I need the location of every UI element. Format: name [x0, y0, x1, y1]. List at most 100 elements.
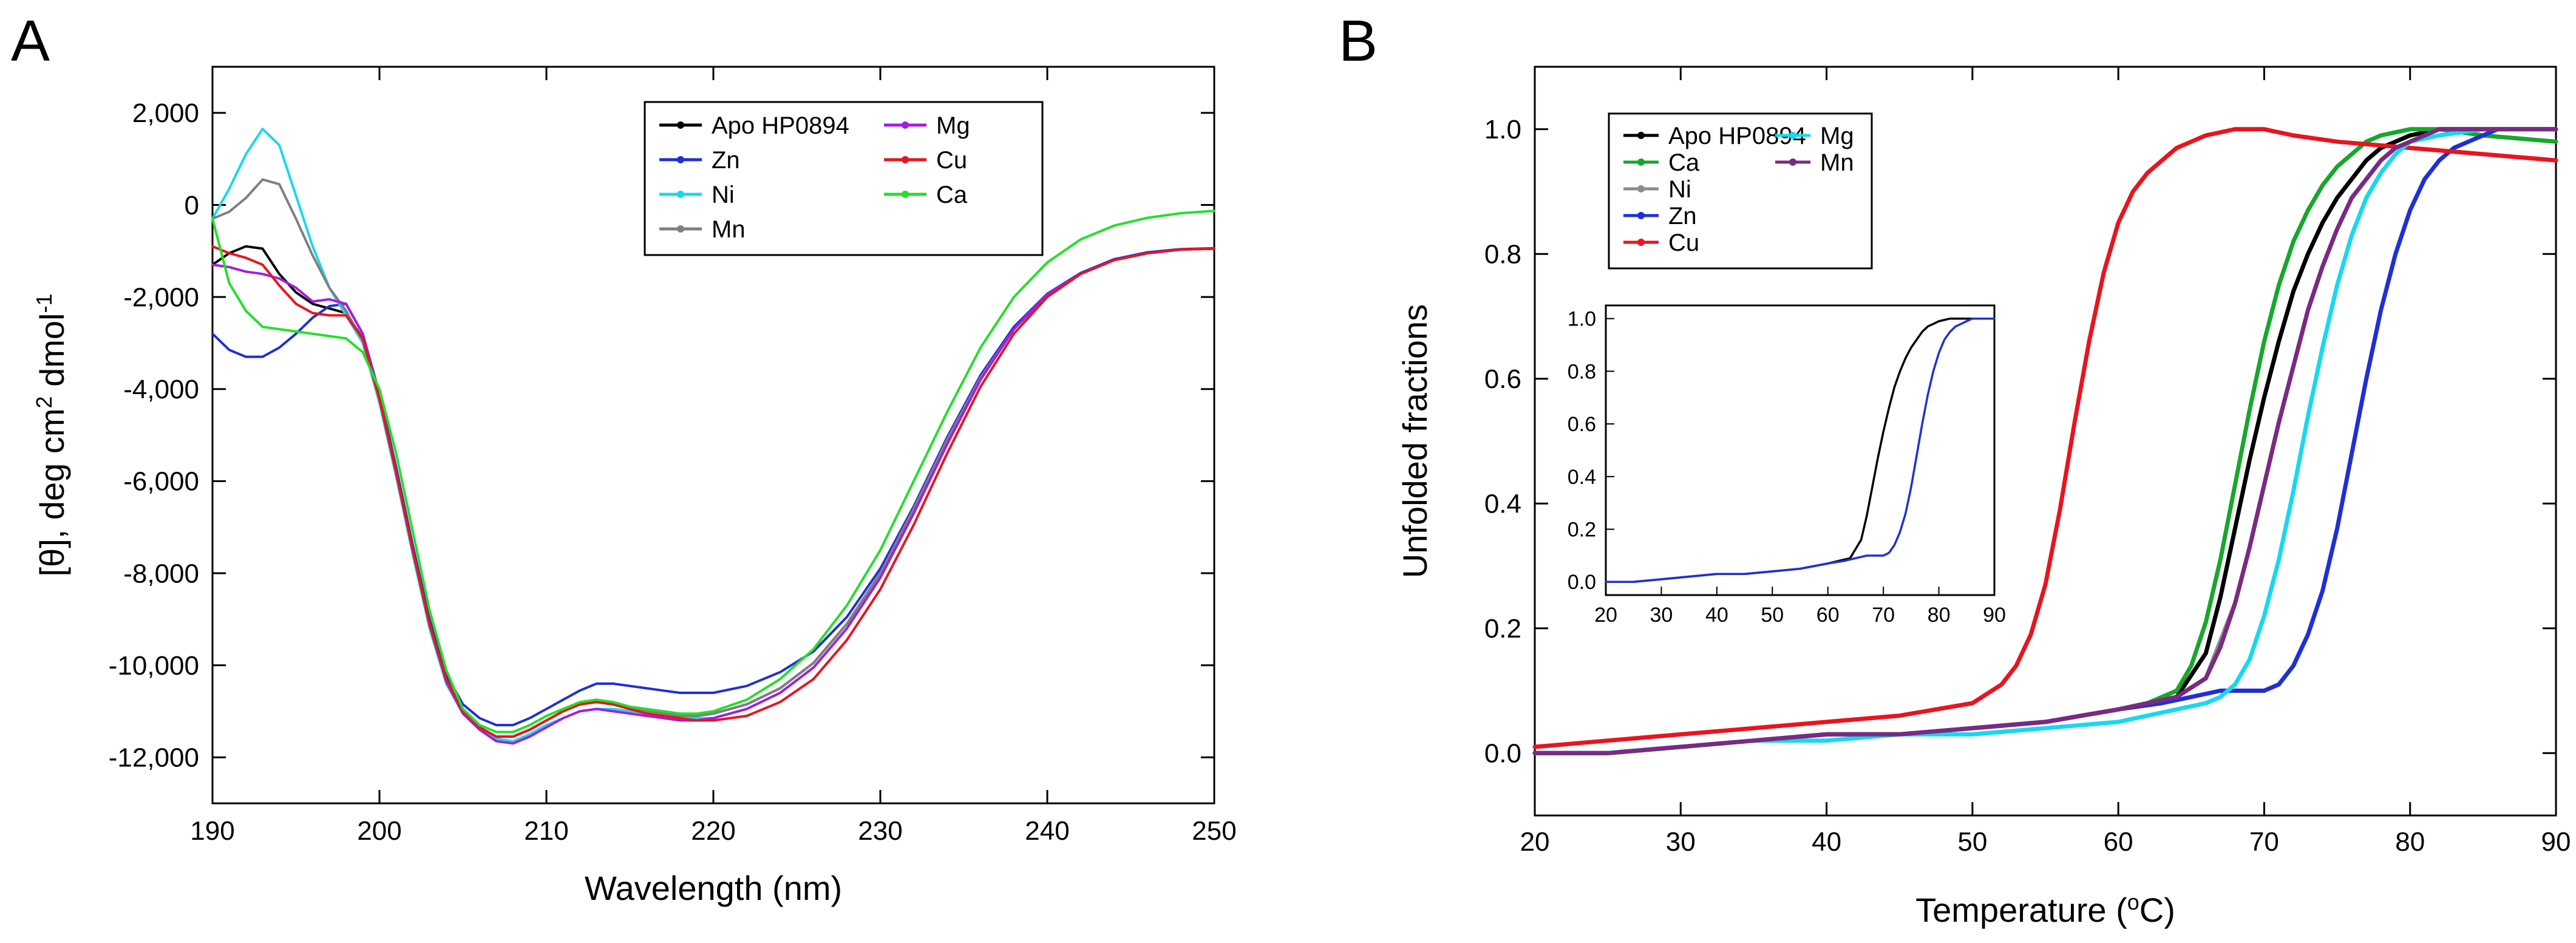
- inset-x-tick-label: 60: [1816, 604, 1840, 627]
- a-legend-label-ni: Ni: [712, 182, 735, 208]
- b-legend-marker-apo-hp0894: [1637, 132, 1645, 139]
- a-series-mn-line: [211, 178, 1215, 738]
- inset-background: [1606, 305, 1994, 595]
- inset-y-tick-label: 0.0: [1568, 571, 1596, 594]
- b-legend-label-zn: Zn: [1668, 203, 1697, 230]
- b-plot-frame: [1534, 66, 2557, 817]
- a-y-tick-label: -10,000: [109, 651, 199, 681]
- a-legend-label-mn: Mn: [712, 216, 746, 243]
- b-legend-label-ni: Ni: [1668, 176, 1691, 203]
- a-legend-label-cu: Cu: [936, 147, 967, 174]
- b-y-tick-label: 0.8: [1484, 240, 1521, 270]
- b-series-mn-line: [1532, 127, 2558, 755]
- inset-x-tick-label: 50: [1761, 604, 1784, 627]
- a-x-axis-title: Wavelength (nm): [585, 869, 842, 907]
- a-x-tick-label: 190: [190, 816, 234, 846]
- a-series-mg-line: [211, 247, 1215, 745]
- a-y-tick-label: -12,000: [109, 743, 199, 773]
- b-x-axis-title-part: Temperature (: [1915, 891, 2127, 929]
- b-y-tick-label: 0.2: [1484, 614, 1521, 644]
- a-series-zn-line: [211, 247, 1215, 727]
- chart-b-thermal-unfolding: 20 30 40 50 60 70 80 900.00.20.40.60.81.0 Apo HP…: [1396, 66, 2571, 930]
- inset-y-tick-label: 0.8: [1568, 360, 1596, 383]
- inset-y-tick-label: 0.4: [1568, 466, 1596, 489]
- a-y-axis-title-part: -1: [32, 293, 56, 313]
- a-legend-marker-ca: [902, 191, 909, 198]
- a-y-tick-label: 0: [185, 191, 199, 220]
- b-x-tick-label: 30: [1666, 827, 1696, 857]
- a-legend-marker-mg: [902, 121, 909, 129]
- chart-b-inset: 20 30 40 50 60 70 80 90 0.0 0.2 0.4 0.6 0.8 1.0: [1568, 304, 2006, 627]
- a-legend-marker-mn: [677, 225, 684, 233]
- chart-a-cd-spectra: 190 200 210 220 230 240 250 2,000 0 -2,000 -4,000 -…: [32, 66, 1237, 907]
- b-legend-marker-zn: [1637, 212, 1645, 219]
- a-legend-marker-zn: [677, 156, 684, 163]
- inset-x-tick-label: 40: [1705, 604, 1728, 627]
- a-y-tick-label: -2,000: [123, 282, 199, 312]
- b-legend-marker-ca: [1637, 158, 1645, 166]
- b-x-axis-title: Temperature (oC): [1915, 890, 2175, 930]
- a-x-tick-label: 250: [1192, 816, 1236, 846]
- a-x-tick-label: 230: [858, 816, 902, 846]
- inset-x-tick-label: 30: [1650, 604, 1673, 627]
- a-x-tick-label: 200: [357, 816, 401, 846]
- b-legend-marker-ni: [1637, 185, 1645, 192]
- a-legend-label-mg: Mg: [936, 112, 970, 139]
- b-legend-marker-mg: [1789, 132, 1796, 139]
- panel-a-label: A: [11, 9, 50, 73]
- a-legend-box: [644, 101, 1044, 256]
- a-legend-label-zn: Zn: [712, 147, 740, 174]
- inset-x-tick-label: 70: [1872, 604, 1895, 627]
- a-legend-marker-ni: [677, 191, 684, 198]
- a-y-tick-label: -4,000: [123, 375, 199, 404]
- a-legend-label-apo-hp0894: Apo HP0894: [712, 112, 849, 139]
- inset-x-tick-label: 20: [1594, 604, 1617, 627]
- a-y-axis-title-part: [θ], deg cm: [33, 408, 71, 576]
- a-y-tick-label: -8,000: [123, 559, 199, 588]
- a-legend-label-ca: Ca: [936, 182, 968, 208]
- inset-y-tick-label: 0.6: [1568, 413, 1596, 436]
- inset-series-series-2-line: [1605, 317, 1996, 584]
- b-y-tick-label: 1.0: [1484, 115, 1521, 145]
- a-y-axis-title-part: 2: [32, 396, 56, 408]
- b-x-tick-label: 40: [1812, 827, 1841, 857]
- inset-x-tick-label: 80: [1928, 604, 1951, 627]
- inset-x-tick-label: 90: [1983, 604, 2006, 627]
- a-series-apo-hp0894-line: [211, 245, 1215, 738]
- a-series-cu-line: [211, 245, 1215, 738]
- a-y-tick-label: 2,000: [132, 98, 199, 128]
- b-x-axis-title-part: o: [2127, 890, 2139, 914]
- inset-y-tick-label: 1.0: [1568, 308, 1596, 331]
- b-x-tick-label: 60: [2104, 827, 2133, 857]
- b-legend-label-mn: Mn: [1820, 149, 1854, 176]
- b-series-cu-line: [1532, 127, 2558, 749]
- b-legend-label-ca: Ca: [1668, 149, 1700, 176]
- panel-b-label: B: [1339, 9, 1378, 73]
- b-x-tick-label: 80: [2395, 827, 2425, 857]
- b-y-tick-label: 0.4: [1484, 489, 1521, 519]
- a-y-axis-title-part: dmol: [33, 313, 71, 397]
- b-x-axis-title-part: C): [2139, 891, 2175, 929]
- a-legend-marker-cu: [902, 156, 909, 163]
- b-x-tick-label: 50: [1957, 827, 1987, 857]
- b-x-tick-label: 70: [2249, 827, 2279, 857]
- b-x-tick-label: 90: [2541, 827, 2571, 857]
- b-x-tick-label: 20: [1520, 827, 1550, 857]
- a-x-tick-label: 240: [1025, 816, 1069, 846]
- a-x-tick-label: 210: [524, 816, 568, 846]
- b-legend-label-mg: Mg: [1820, 123, 1854, 149]
- a-y-tick-label: -6,000: [123, 467, 199, 497]
- a-series-ca-line: [211, 209, 1215, 734]
- b-legend-label-cu: Cu: [1668, 230, 1699, 256]
- b-y-tick-label: 0.0: [1484, 739, 1521, 769]
- inset-plot-frame: [1605, 304, 1996, 596]
- b-y-tick-label: 0.6: [1484, 364, 1521, 394]
- a-legend-marker-apo-hp0894: [677, 121, 684, 129]
- b-y-axis-title: Unfolded fractions: [1396, 304, 1434, 578]
- b-legend-marker-cu: [1637, 239, 1645, 246]
- a-x-tick-label: 220: [691, 816, 735, 846]
- inset-y-tick-label: 0.2: [1568, 518, 1596, 541]
- a-y-axis-title: [θ], deg cm2 dmol-1: [32, 293, 72, 576]
- b-legend-marker-mn: [1789, 158, 1796, 166]
